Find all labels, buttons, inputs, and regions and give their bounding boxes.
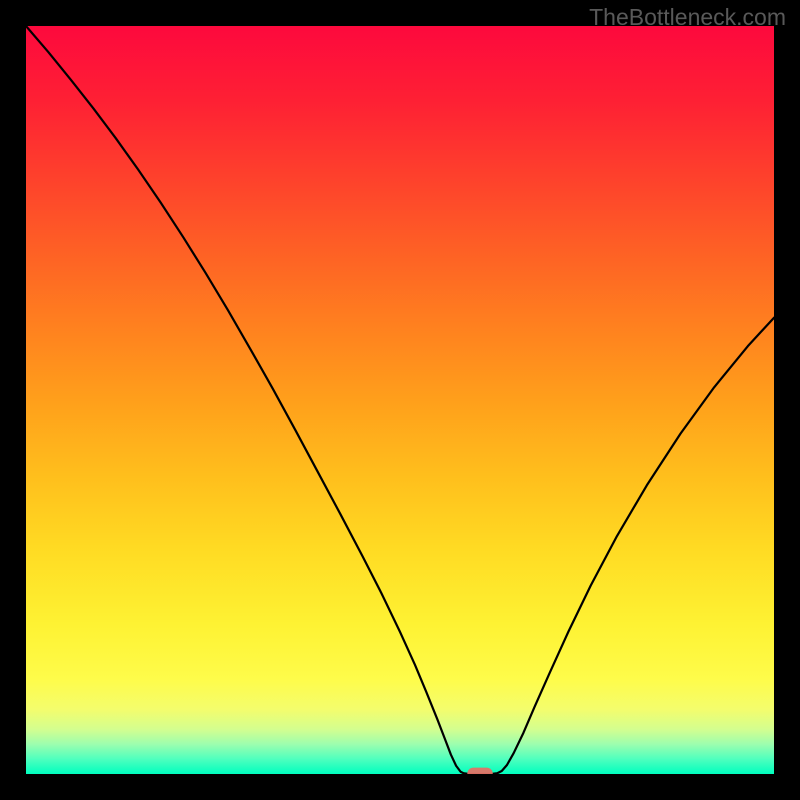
optimal-marker bbox=[467, 768, 492, 774]
chart-svg bbox=[26, 26, 774, 774]
bottleneck-chart-frame: TheBottleneck.com bbox=[0, 0, 800, 800]
gradient-background bbox=[26, 26, 774, 774]
plot-area bbox=[26, 26, 774, 774]
